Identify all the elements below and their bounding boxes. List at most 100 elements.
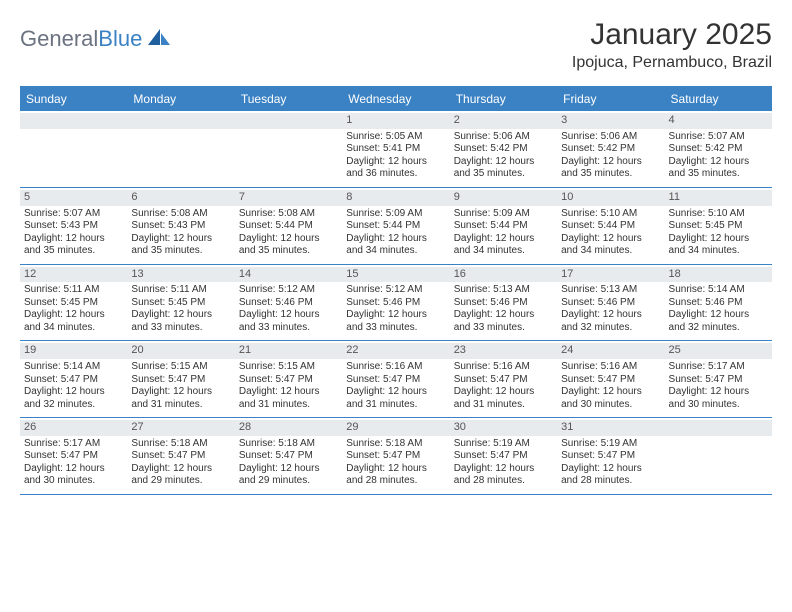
- calendar-cell: 4Sunrise: 5:07 AMSunset: 5:42 PMDaylight…: [665, 111, 772, 187]
- daylight-line: Daylight: 12 hours and 33 minutes.: [346, 309, 445, 334]
- sunset-line: Sunset: 5:46 PM: [346, 297, 445, 310]
- daylight-line: Daylight: 12 hours and 35 minutes.: [561, 156, 660, 181]
- calendar-cell: 9Sunrise: 5:09 AMSunset: 5:44 PMDaylight…: [450, 188, 557, 264]
- daylight-line: Daylight: 12 hours and 33 minutes.: [239, 309, 338, 334]
- sunset-line: Sunset: 5:45 PM: [131, 297, 230, 310]
- day-number: 8: [342, 190, 449, 206]
- sunset-line: Sunset: 5:42 PM: [669, 143, 768, 156]
- calendar-cell: 15Sunrise: 5:12 AMSunset: 5:46 PMDayligh…: [342, 265, 449, 341]
- sunrise-line: Sunrise: 5:12 AM: [239, 284, 338, 297]
- sunset-line: Sunset: 5:47 PM: [561, 450, 660, 463]
- day-number: 15: [342, 267, 449, 283]
- sunrise-line: Sunrise: 5:06 AM: [454, 131, 553, 144]
- daylight-line: Daylight: 12 hours and 31 minutes.: [454, 386, 553, 411]
- daylight-line: Daylight: 12 hours and 31 minutes.: [346, 386, 445, 411]
- day-number: 25: [665, 343, 772, 359]
- day-number: [20, 113, 127, 129]
- calendar-cell: 29Sunrise: 5:18 AMSunset: 5:47 PMDayligh…: [342, 418, 449, 494]
- day-number: 31: [557, 420, 664, 436]
- day-number: 29: [342, 420, 449, 436]
- day-number: 17: [557, 267, 664, 283]
- sunset-line: Sunset: 5:45 PM: [669, 220, 768, 233]
- daylight-line: Daylight: 12 hours and 32 minutes.: [669, 309, 768, 334]
- calendar-cell: [127, 111, 234, 187]
- calendar-cell: 25Sunrise: 5:17 AMSunset: 5:47 PMDayligh…: [665, 341, 772, 417]
- sunset-line: Sunset: 5:47 PM: [561, 374, 660, 387]
- brand-general: General: [20, 26, 98, 51]
- sunset-line: Sunset: 5:46 PM: [454, 297, 553, 310]
- sunset-line: Sunset: 5:47 PM: [24, 374, 123, 387]
- calendar-cell: 18Sunrise: 5:14 AMSunset: 5:46 PMDayligh…: [665, 265, 772, 341]
- day-number: 23: [450, 343, 557, 359]
- sunset-line: Sunset: 5:47 PM: [239, 450, 338, 463]
- calendar-cell: 31Sunrise: 5:19 AMSunset: 5:47 PMDayligh…: [557, 418, 664, 494]
- sunset-line: Sunset: 5:47 PM: [346, 450, 445, 463]
- daylight-line: Daylight: 12 hours and 34 minutes.: [561, 233, 660, 258]
- day-number: 21: [235, 343, 342, 359]
- day-number: 19: [20, 343, 127, 359]
- calendar-cell: [665, 418, 772, 494]
- sunrise-line: Sunrise: 5:19 AM: [454, 438, 553, 451]
- calendar-cell: 13Sunrise: 5:11 AMSunset: 5:45 PMDayligh…: [127, 265, 234, 341]
- sunset-line: Sunset: 5:44 PM: [454, 220, 553, 233]
- sunrise-line: Sunrise: 5:17 AM: [24, 438, 123, 451]
- calendar-cell: 20Sunrise: 5:15 AMSunset: 5:47 PMDayligh…: [127, 341, 234, 417]
- sunrise-line: Sunrise: 5:10 AM: [669, 208, 768, 221]
- sunset-line: Sunset: 5:47 PM: [239, 374, 338, 387]
- daylight-line: Daylight: 12 hours and 31 minutes.: [131, 386, 230, 411]
- sunset-line: Sunset: 5:42 PM: [454, 143, 553, 156]
- daylight-line: Daylight: 12 hours and 32 minutes.: [24, 386, 123, 411]
- sunrise-line: Sunrise: 5:16 AM: [454, 361, 553, 374]
- sunrise-line: Sunrise: 5:14 AM: [669, 284, 768, 297]
- daylight-line: Daylight: 12 hours and 35 minutes.: [454, 156, 553, 181]
- day-number: 4: [665, 113, 772, 129]
- calendar-cell: 22Sunrise: 5:16 AMSunset: 5:47 PMDayligh…: [342, 341, 449, 417]
- sunrise-line: Sunrise: 5:07 AM: [669, 131, 768, 144]
- calendar-cell: 3Sunrise: 5:06 AMSunset: 5:42 PMDaylight…: [557, 111, 664, 187]
- calendar-cell: 5Sunrise: 5:07 AMSunset: 5:43 PMDaylight…: [20, 188, 127, 264]
- calendar-cell: [20, 111, 127, 187]
- sunrise-line: Sunrise: 5:11 AM: [24, 284, 123, 297]
- daylight-line: Daylight: 12 hours and 32 minutes.: [561, 309, 660, 334]
- calendar-cell: 24Sunrise: 5:16 AMSunset: 5:47 PMDayligh…: [557, 341, 664, 417]
- sunrise-line: Sunrise: 5:09 AM: [454, 208, 553, 221]
- day-number: 24: [557, 343, 664, 359]
- brand-logo: GeneralBlue: [20, 18, 172, 52]
- sunrise-line: Sunrise: 5:17 AM: [669, 361, 768, 374]
- daylight-line: Daylight: 12 hours and 31 minutes.: [239, 386, 338, 411]
- calendar-cell: 26Sunrise: 5:17 AMSunset: 5:47 PMDayligh…: [20, 418, 127, 494]
- week-row: 5Sunrise: 5:07 AMSunset: 5:43 PMDaylight…: [20, 188, 772, 265]
- sunset-line: Sunset: 5:44 PM: [561, 220, 660, 233]
- calendar-cell: 11Sunrise: 5:10 AMSunset: 5:45 PMDayligh…: [665, 188, 772, 264]
- sunset-line: Sunset: 5:47 PM: [454, 374, 553, 387]
- sunset-line: Sunset: 5:47 PM: [669, 374, 768, 387]
- day-number: [665, 420, 772, 436]
- day-number: 14: [235, 267, 342, 283]
- calendar-cell: 19Sunrise: 5:14 AMSunset: 5:47 PMDayligh…: [20, 341, 127, 417]
- calendar-cell: 12Sunrise: 5:11 AMSunset: 5:45 PMDayligh…: [20, 265, 127, 341]
- header: GeneralBlue January 2025 Ipojuca, Pernam…: [20, 18, 772, 72]
- day-number: 10: [557, 190, 664, 206]
- day-number: 2: [450, 113, 557, 129]
- calendar-cell: 17Sunrise: 5:13 AMSunset: 5:46 PMDayligh…: [557, 265, 664, 341]
- daylight-line: Daylight: 12 hours and 36 minutes.: [346, 156, 445, 181]
- sunset-line: Sunset: 5:47 PM: [131, 374, 230, 387]
- sunrise-line: Sunrise: 5:07 AM: [24, 208, 123, 221]
- calendar-cell: [235, 111, 342, 187]
- daylight-line: Daylight: 12 hours and 33 minutes.: [454, 309, 553, 334]
- day-number: 18: [665, 267, 772, 283]
- week-row: 1Sunrise: 5:05 AMSunset: 5:41 PMDaylight…: [20, 111, 772, 188]
- day-number: 7: [235, 190, 342, 206]
- sunset-line: Sunset: 5:43 PM: [131, 220, 230, 233]
- brand-blue: Blue: [98, 26, 142, 51]
- day-header-row: SundayMondayTuesdayWednesdayThursdayFrid…: [20, 88, 772, 111]
- daylight-line: Daylight: 12 hours and 33 minutes.: [131, 309, 230, 334]
- sunrise-line: Sunrise: 5:12 AM: [346, 284, 445, 297]
- week-row: 19Sunrise: 5:14 AMSunset: 5:47 PMDayligh…: [20, 341, 772, 418]
- calendar-cell: 10Sunrise: 5:10 AMSunset: 5:44 PMDayligh…: [557, 188, 664, 264]
- sunrise-line: Sunrise: 5:16 AM: [346, 361, 445, 374]
- day-number: 1: [342, 113, 449, 129]
- sunset-line: Sunset: 5:47 PM: [24, 450, 123, 463]
- sunrise-line: Sunrise: 5:13 AM: [561, 284, 660, 297]
- daylight-line: Daylight: 12 hours and 30 minutes.: [561, 386, 660, 411]
